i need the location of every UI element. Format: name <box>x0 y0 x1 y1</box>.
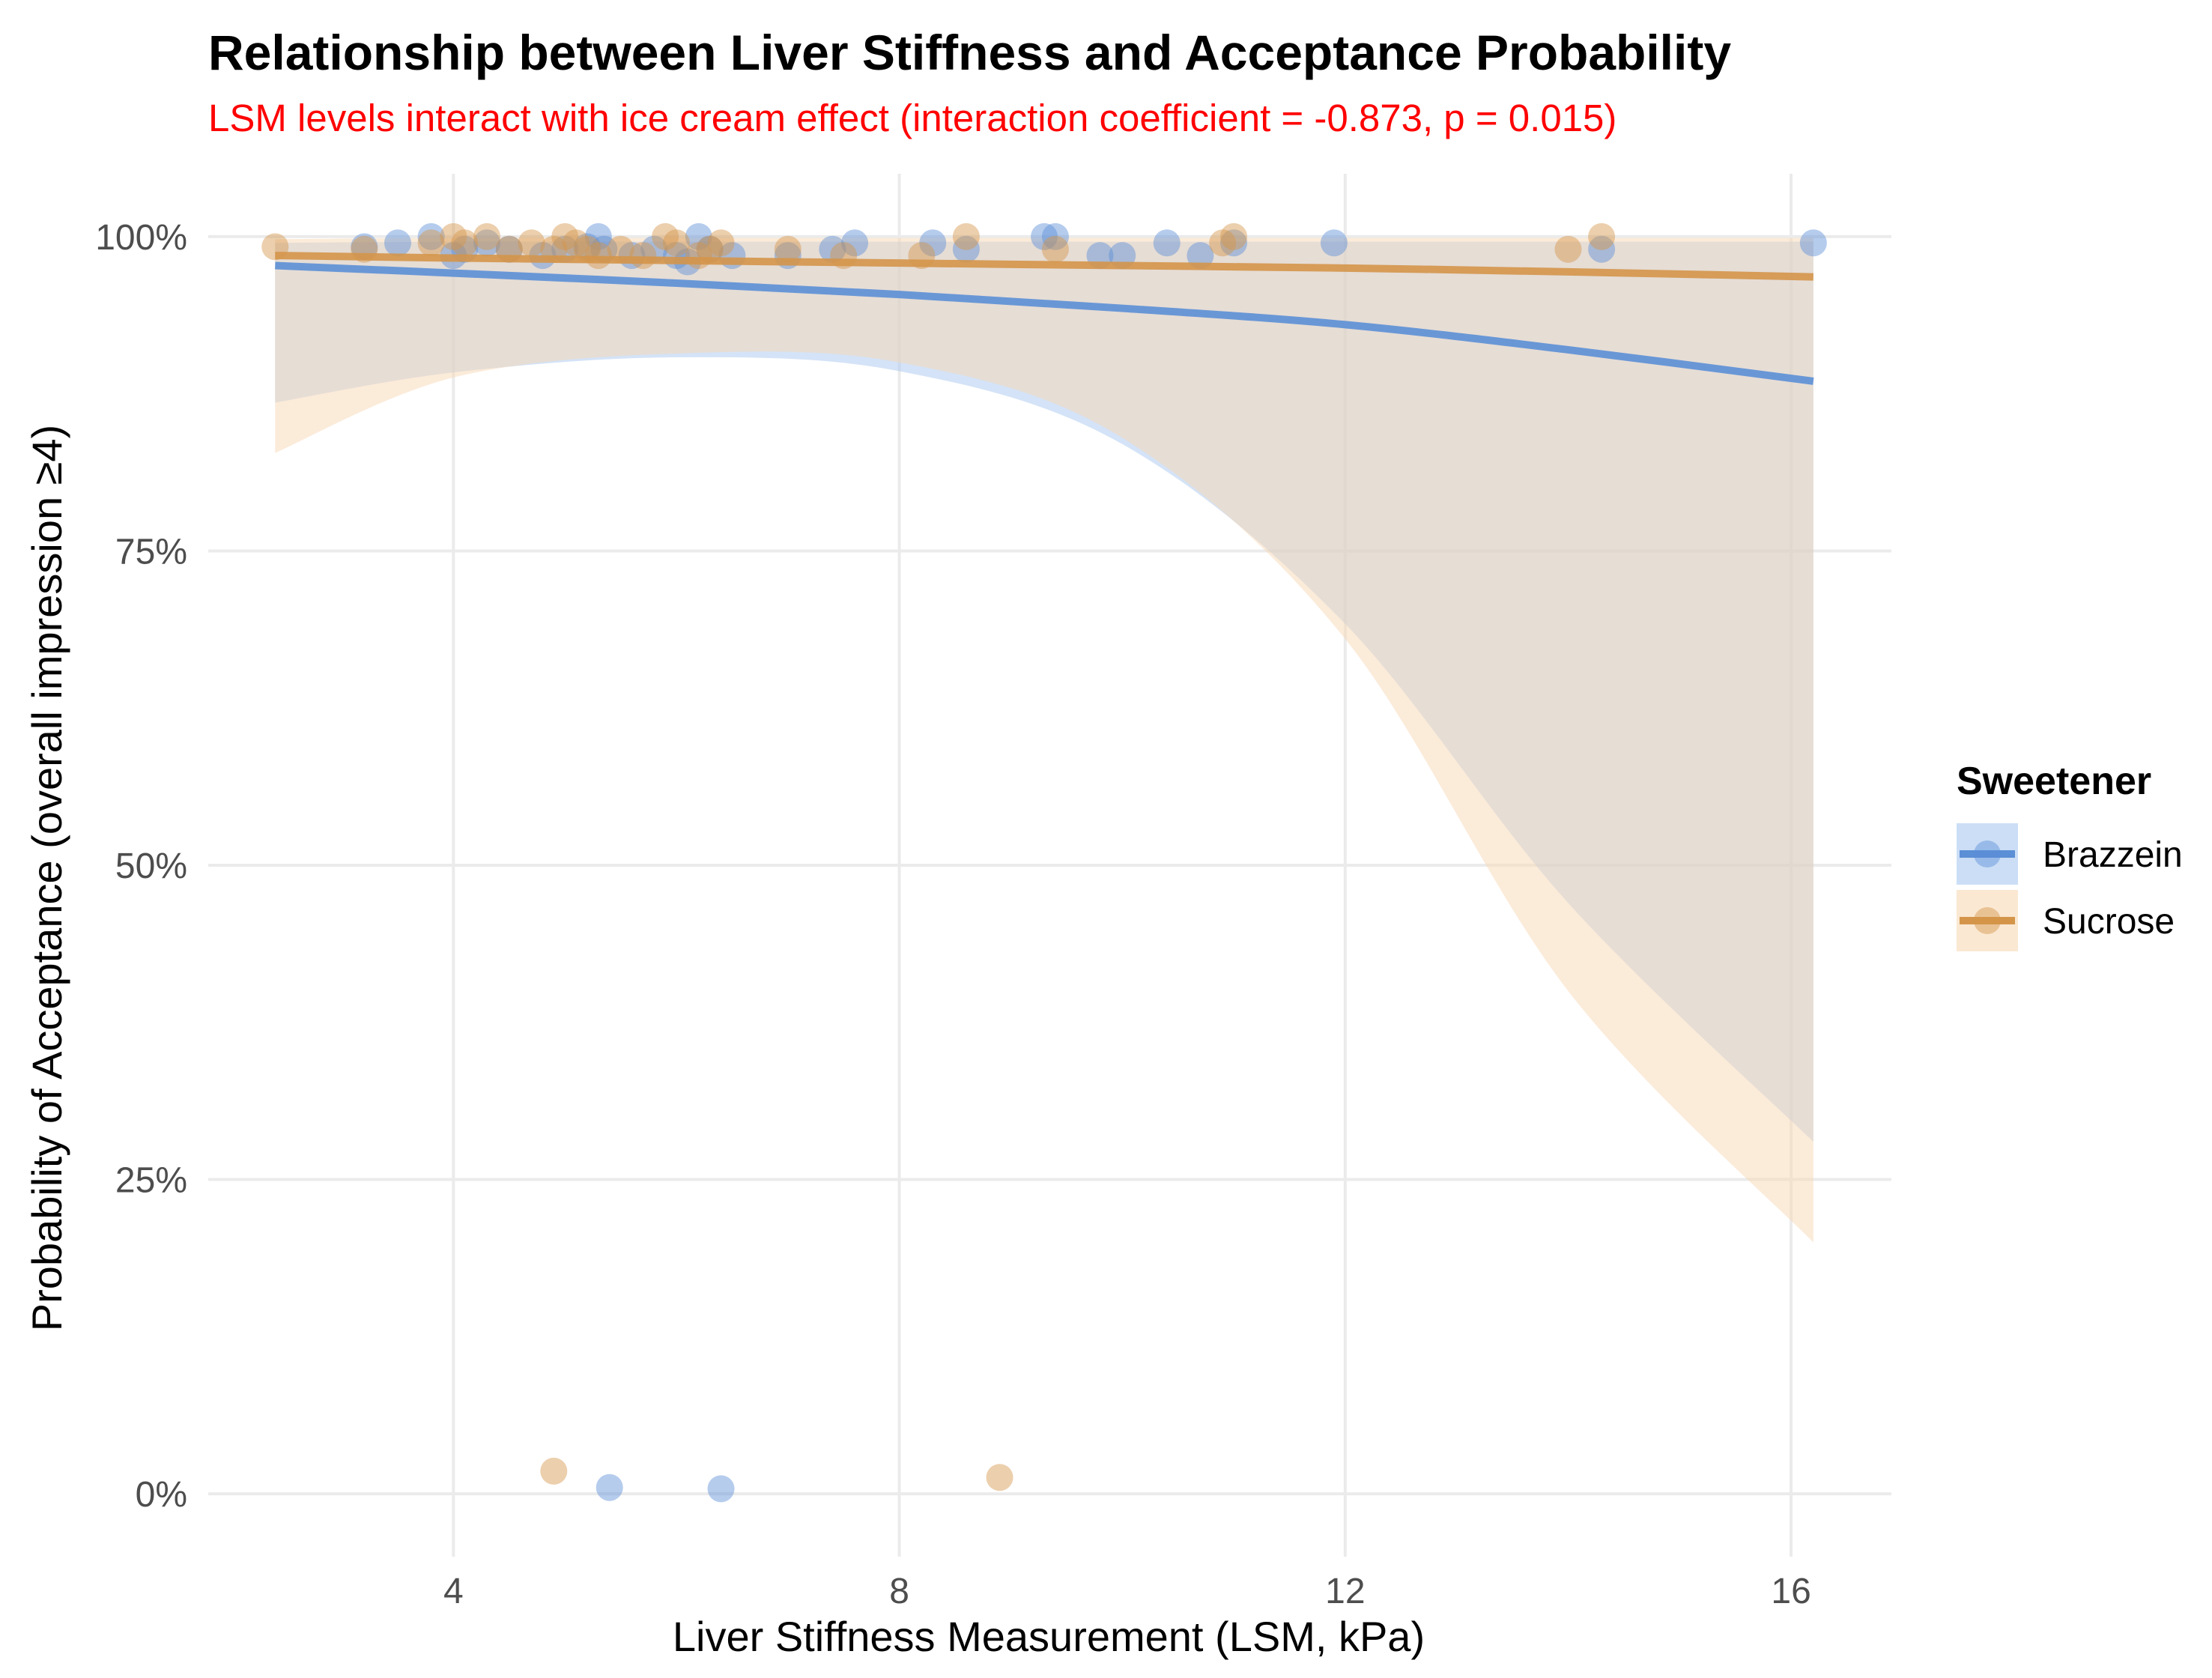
brazzein-data-point <box>640 235 668 263</box>
tick-labels: 4 8 12 16 0% 25% 50% 75% 100% <box>95 218 1811 1611</box>
sucrose-data-point <box>952 222 980 250</box>
legend-title: Sweetener <box>1957 760 2151 803</box>
sucrose-confidence-band <box>275 237 1813 1243</box>
sucrose-data-point <box>540 1457 568 1485</box>
brazzein-data-point <box>384 229 411 257</box>
brazzein-data-point <box>596 1473 623 1501</box>
y-axis-title: Probability of Acceptance (overall impre… <box>23 425 70 1331</box>
chart-title: Relationship between Liver Stiffness and… <box>208 25 1731 80</box>
brazzein-data-point <box>573 233 601 261</box>
brazzein-data-point <box>1187 242 1214 270</box>
x-tick-label: 8 <box>889 1572 909 1611</box>
sucrose-data-point <box>417 229 445 257</box>
chart-subtitle: LSM levels interact with ice cream effec… <box>208 97 1616 139</box>
brazzein-data-point <box>952 235 980 263</box>
brazzein-data-point <box>417 222 445 250</box>
legend: Sweetener Brazzein Sucrose <box>1957 760 2183 951</box>
brazzein-data-point <box>819 235 846 263</box>
legend-items: Brazzein Sucrose <box>1957 823 2183 951</box>
brazzein-data-point <box>1588 235 1616 263</box>
x-tick-label: 12 <box>1325 1572 1365 1611</box>
y-tick-label: 0% <box>136 1475 187 1515</box>
sucrose-data-point <box>473 222 501 250</box>
brazzein-data-point <box>841 229 869 257</box>
sucrose-data-point <box>440 222 467 250</box>
sucrose-data-point <box>774 235 802 263</box>
x-tick-label: 4 <box>443 1572 464 1611</box>
sucrose-data-point <box>652 222 679 250</box>
legend-item-brazzein: Brazzein <box>1957 823 2183 885</box>
brazzein-data-point <box>1153 229 1181 257</box>
sucrose-data-point <box>1209 229 1237 257</box>
brazzein-data-point <box>685 222 712 250</box>
y-tick-label: 100% <box>95 218 187 258</box>
sucrose-data-point <box>1041 235 1069 263</box>
sucrose-data-point <box>451 229 479 257</box>
legend-label-sucrose: Sucrose <box>2043 902 2175 942</box>
sucrose-data-point <box>707 229 735 257</box>
x-axis-title: Liver Stiffness Measurement (LSM, kPa) <box>673 1613 1425 1660</box>
sucrose-data-point <box>1554 235 1582 263</box>
brazzein-data-point <box>1031 222 1058 250</box>
sucrose-data-point <box>551 222 579 250</box>
brazzein-data-point <box>1320 229 1348 257</box>
x-tick-label: 16 <box>1771 1572 1810 1611</box>
brazzein-data-point <box>919 229 947 257</box>
brazzein-data-point <box>707 1475 735 1503</box>
brazzein-data-point <box>1220 229 1248 257</box>
sucrose-data-point <box>607 235 634 263</box>
brazzein-data-point <box>473 229 501 257</box>
brazzein-data-point <box>1799 229 1827 257</box>
y-tick-label: 25% <box>115 1161 187 1201</box>
legend-label-brazzein: Brazzein <box>2043 835 2183 875</box>
brazzein-fit-line <box>275 261 1814 385</box>
sucrose-data-point <box>563 229 590 257</box>
legend-key-point-brazzein <box>1974 840 2001 867</box>
brazzein-data-point <box>696 235 724 263</box>
sucrose-data-point <box>1220 222 1248 250</box>
data-points <box>261 222 1827 1503</box>
sucrose-data-point <box>662 229 690 257</box>
sucrose-data-point <box>518 229 545 257</box>
y-tick-label: 75% <box>115 532 187 572</box>
legend-item-sucrose: Sucrose <box>1957 890 2175 951</box>
confidence-bands <box>275 237 1813 1243</box>
sucrose-data-point <box>696 235 724 263</box>
sucrose-data-point <box>986 1464 1013 1491</box>
sucrose-fit-line <box>275 252 1813 281</box>
brazzein-data-point <box>1041 222 1069 250</box>
fit-lines <box>275 252 1814 385</box>
sucrose-data-point <box>1588 222 1616 250</box>
legend-key-point-sucrose <box>1974 907 2001 934</box>
y-tick-label: 50% <box>115 846 187 886</box>
sucrose-data-point <box>629 242 657 270</box>
brazzein-data-point <box>584 222 612 250</box>
